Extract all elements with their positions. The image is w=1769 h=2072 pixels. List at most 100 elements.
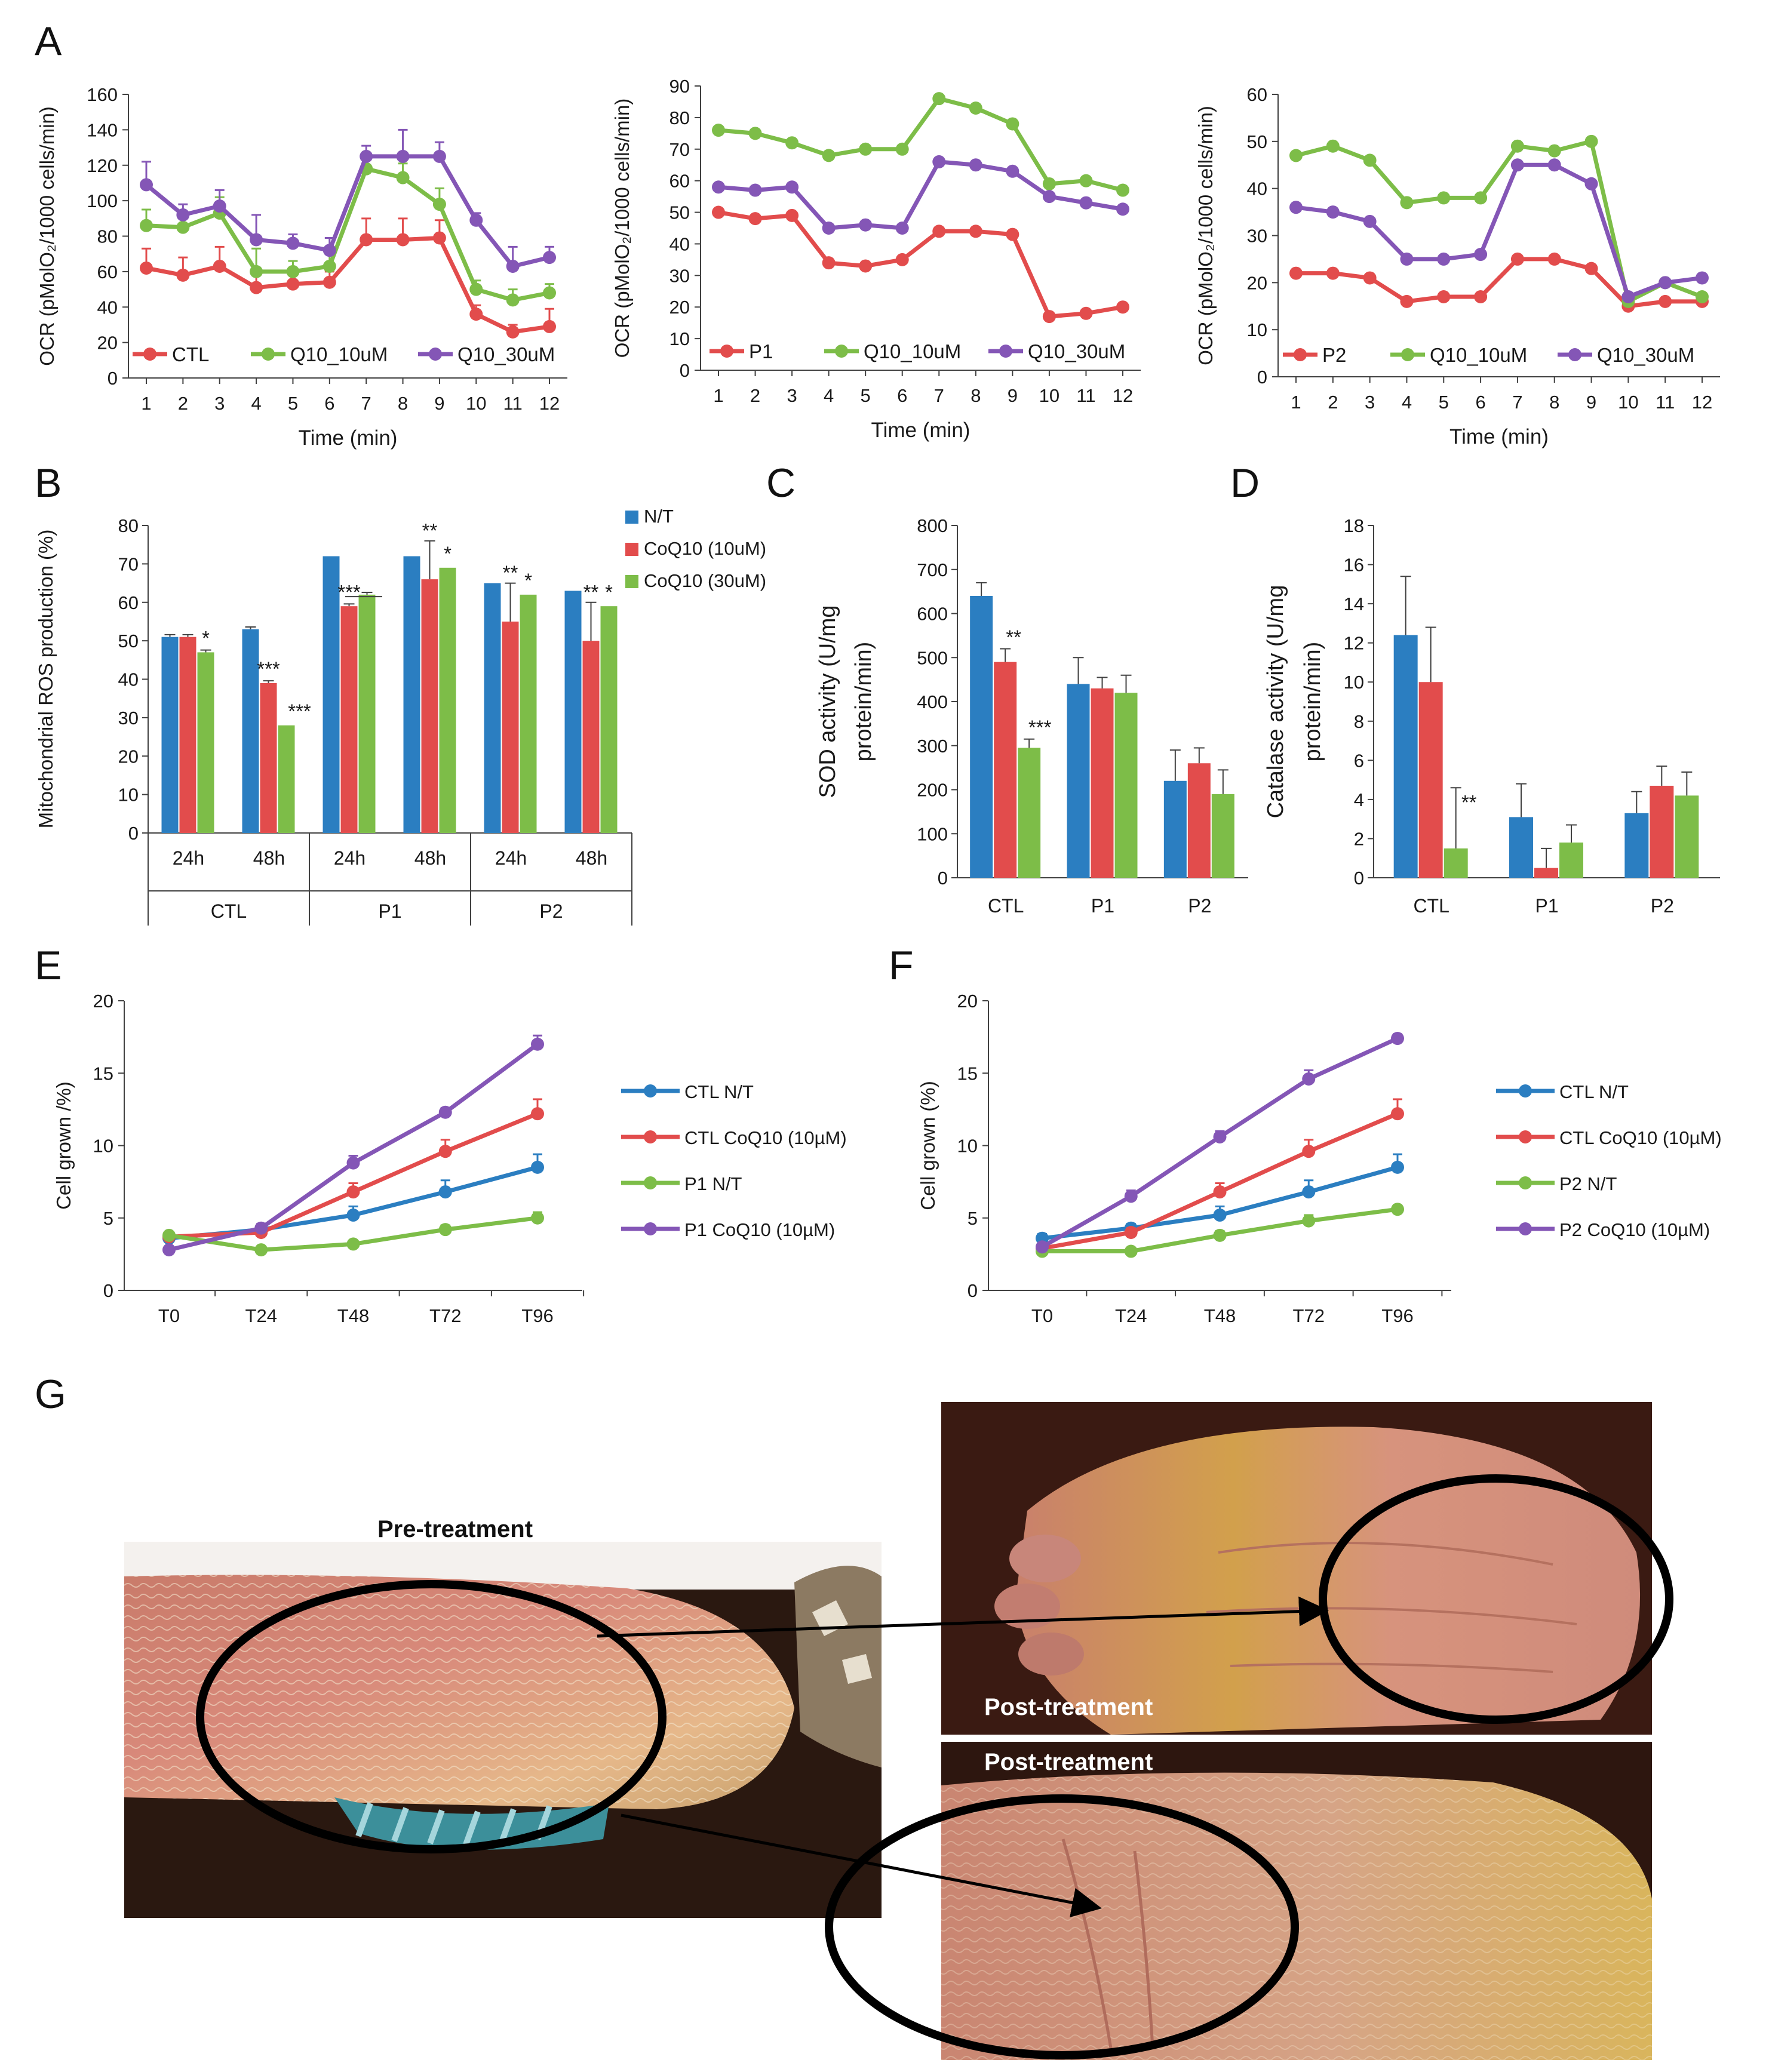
f-y-axis-label: Cell grown (%) bbox=[917, 1081, 939, 1210]
a2-y-tick-label: 70 bbox=[669, 139, 690, 160]
pre-treatment-caption: Pre-treatment bbox=[377, 1516, 533, 1542]
a2-point bbox=[822, 256, 836, 270]
a1-point bbox=[213, 259, 226, 273]
a3-y-tick-label: 50 bbox=[1247, 131, 1267, 152]
e-legend-label: CTL CoQ10 (10µM) bbox=[684, 1127, 847, 1148]
a2-y-tick-label: 90 bbox=[669, 76, 690, 97]
b-bar bbox=[502, 621, 519, 833]
d-bar bbox=[1393, 635, 1418, 878]
a2-x-tick-label: 12 bbox=[1113, 385, 1133, 406]
panel-label-e: E bbox=[35, 943, 62, 988]
c-y-tick-label: 800 bbox=[917, 515, 948, 536]
d-y-tick-label: 18 bbox=[1344, 515, 1364, 536]
a2-point bbox=[748, 127, 762, 140]
a2-point bbox=[859, 142, 873, 156]
c-y-tick-label: 500 bbox=[917, 647, 948, 668]
a1-point bbox=[360, 149, 373, 163]
panel-label-a: A bbox=[35, 19, 62, 64]
b-y-tick-label: 30 bbox=[118, 708, 139, 728]
a3-point bbox=[1659, 276, 1672, 290]
a2-point bbox=[822, 149, 836, 162]
f-point bbox=[1391, 1203, 1404, 1216]
c-y-tick-label: 100 bbox=[917, 823, 948, 844]
a2-point bbox=[932, 155, 946, 168]
b-y-tick-label: 0 bbox=[128, 823, 139, 844]
a1-point bbox=[506, 293, 520, 307]
a2-y-tick-label: 40 bbox=[669, 233, 690, 254]
f-legend-marker bbox=[1519, 1176, 1532, 1189]
e-point bbox=[162, 1243, 176, 1257]
d-y-tick-label: 2 bbox=[1354, 828, 1364, 849]
e-x-tick-label: T72 bbox=[429, 1305, 461, 1326]
a3-point bbox=[1437, 191, 1451, 205]
a2-point bbox=[1042, 177, 1056, 190]
b-bar bbox=[582, 641, 600, 833]
b-y-tick-label: 40 bbox=[118, 669, 139, 690]
a3-legend-marker bbox=[1568, 348, 1581, 361]
a3-point bbox=[1510, 139, 1524, 153]
f-legend-label: CTL CoQ10 (10µM) bbox=[1559, 1127, 1722, 1148]
a2-point bbox=[785, 180, 799, 194]
d-y-axis-label: protein/min) bbox=[1300, 642, 1325, 762]
a3-x-tick-label: 8 bbox=[1549, 392, 1559, 413]
a1-point bbox=[213, 199, 226, 213]
f-y-tick-label: 0 bbox=[968, 1280, 978, 1301]
a3-legend-label: P2 bbox=[1322, 344, 1346, 366]
c-x-tick-label: P2 bbox=[1188, 895, 1211, 917]
a1-point bbox=[432, 149, 446, 163]
c-bar bbox=[994, 662, 1017, 878]
a3-point bbox=[1584, 262, 1598, 275]
a3-x-tick-label: 6 bbox=[1475, 392, 1485, 413]
a1-point bbox=[469, 282, 483, 296]
e-y-tick-label: 20 bbox=[93, 991, 113, 1012]
f-x-tick-label: T96 bbox=[1381, 1305, 1413, 1326]
a3-x-tick-label: 10 bbox=[1618, 392, 1638, 413]
chart-b: 0 10 20 30 40 50 60 70 80 24h 48h 24h 48h 24h 48h CTL P1… bbox=[35, 506, 766, 926]
b-y-tick-label: 70 bbox=[118, 554, 139, 574]
b-bar bbox=[421, 579, 438, 833]
f-point bbox=[1302, 1214, 1316, 1228]
c-bar bbox=[970, 596, 993, 878]
a2-point bbox=[748, 212, 762, 226]
c-bar bbox=[1187, 763, 1211, 878]
c-y-tick-label: 300 bbox=[917, 736, 948, 757]
b-y-tick-label: 60 bbox=[118, 592, 139, 613]
a1-point bbox=[469, 308, 483, 321]
d-bar bbox=[1509, 817, 1533, 878]
e-x-tick-label: T96 bbox=[521, 1305, 553, 1326]
a1-x-tick-label: 9 bbox=[434, 393, 444, 414]
a1-y-tick-label: 60 bbox=[97, 262, 118, 282]
a3-point bbox=[1659, 294, 1672, 308]
b-bar bbox=[260, 683, 277, 833]
f-x-tick-label: T0 bbox=[1031, 1305, 1053, 1326]
b-x-tick-label: 48h bbox=[414, 847, 446, 869]
a2-point bbox=[895, 222, 909, 235]
a1-legend-marker bbox=[429, 348, 442, 361]
a2-x-tick-label: 1 bbox=[713, 385, 723, 406]
f-y-tick-label: 20 bbox=[957, 991, 978, 1012]
c-bar bbox=[1163, 780, 1187, 878]
a3-y-axis-label: OCR (pMolO₂/1000 cells/min) bbox=[1194, 106, 1217, 365]
a2-point bbox=[1079, 174, 1093, 187]
a1-y-tick-label: 160 bbox=[87, 84, 118, 105]
e-point bbox=[254, 1221, 268, 1235]
f-legend-label: P2 N/T bbox=[1559, 1173, 1617, 1194]
a1-point bbox=[250, 281, 263, 294]
a3-x-tick-label: 4 bbox=[1402, 392, 1412, 413]
d-y-tick-label: 6 bbox=[1354, 750, 1364, 771]
a2-legend-label: Q10_10uM bbox=[864, 340, 961, 362]
a3-x-tick-label: 11 bbox=[1656, 392, 1675, 413]
b-significance-mark: * bbox=[444, 542, 452, 564]
a2-y-tick-label: 0 bbox=[680, 360, 690, 381]
a3-y-tick-label: 40 bbox=[1247, 179, 1267, 199]
d-y-axis-label: Catalase activity (U/mg bbox=[1263, 585, 1288, 819]
a2-point bbox=[748, 183, 762, 197]
a3-x-tick-label: 3 bbox=[1365, 392, 1375, 413]
a2-point bbox=[1079, 196, 1093, 210]
b-y-tick-label: 80 bbox=[118, 515, 139, 536]
a2-x-axis-label: Time (min) bbox=[871, 419, 971, 442]
a1-x-tick-label: 7 bbox=[361, 393, 371, 414]
a1-point bbox=[396, 233, 410, 247]
